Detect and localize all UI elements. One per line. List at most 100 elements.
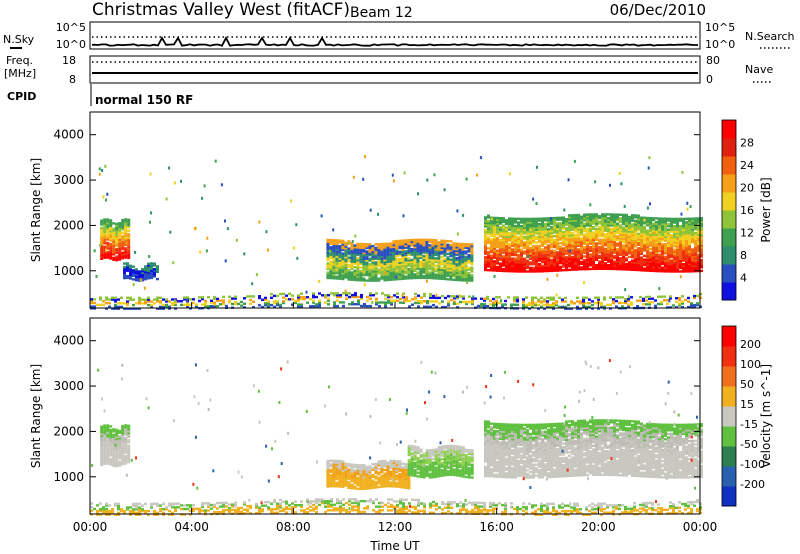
echo-cell <box>437 469 441 472</box>
echo-cell <box>417 305 420 308</box>
echo-cell <box>363 303 366 306</box>
echo-cell <box>350 485 354 488</box>
echo-cell <box>386 481 390 484</box>
echo-cell <box>440 248 444 251</box>
echo-cell <box>493 251 496 254</box>
echo-cell <box>627 299 630 303</box>
echo-cell <box>592 258 595 261</box>
echo-cell <box>350 242 354 245</box>
echo-cell <box>419 468 423 471</box>
echo-cell <box>374 270 378 273</box>
echo-cell <box>356 482 360 485</box>
echo-cell <box>586 244 589 247</box>
echo-cell <box>100 223 104 226</box>
echo-cell <box>446 274 450 277</box>
echo-cell <box>413 445 417 448</box>
echo-cell <box>688 257 691 260</box>
echo-cell <box>559 238 562 241</box>
echo-cell <box>273 302 276 305</box>
echo-cell <box>664 235 667 239</box>
echo-cell <box>487 263 490 266</box>
echo-cell <box>410 465 414 468</box>
echo-cell <box>508 253 511 257</box>
echo-cell <box>428 467 432 470</box>
echo-cell <box>510 303 513 306</box>
echo-cell <box>362 471 366 474</box>
echo-cell <box>300 305 303 308</box>
echo-cell <box>449 272 453 276</box>
echo-cell <box>103 247 107 250</box>
echo-cell <box>407 244 411 247</box>
echo-cell <box>121 228 125 231</box>
echo-cell <box>461 266 465 269</box>
echo-cell <box>511 248 514 251</box>
echo-cell <box>676 261 679 264</box>
echo-cell <box>153 262 156 265</box>
echo-cell <box>106 241 110 245</box>
echo-cell <box>601 242 604 245</box>
echo-cell <box>440 461 444 465</box>
echo-cell <box>631 245 634 248</box>
echo-cell <box>655 233 658 236</box>
echo-cell <box>404 250 408 253</box>
echo-cell <box>437 273 441 277</box>
echo-cell <box>601 222 604 225</box>
echo-cell <box>574 224 577 228</box>
echo-cell <box>613 220 616 223</box>
echo-cell <box>399 297 402 301</box>
echo-cell <box>443 267 447 270</box>
echo-cell <box>431 452 435 455</box>
echo-cell <box>694 257 697 260</box>
echo-cell <box>210 299 213 302</box>
echo-cell <box>694 246 697 249</box>
echo-cell <box>489 299 492 302</box>
echo-cell <box>395 270 399 274</box>
echo-cell <box>429 305 432 308</box>
echo-cell <box>392 465 396 468</box>
echo-cell <box>109 242 113 246</box>
echo-cell <box>464 270 468 273</box>
echo-cell <box>413 273 417 276</box>
echo-cell <box>374 263 378 266</box>
echo-cell <box>449 453 453 457</box>
echo-cell <box>622 259 625 262</box>
echo-cell <box>670 266 673 270</box>
echo-cell <box>428 449 432 452</box>
echo-cell <box>100 243 104 246</box>
echo-cell <box>118 438 122 442</box>
echo-cell <box>544 235 547 238</box>
echo-cell <box>112 448 116 451</box>
echo-cell <box>452 255 456 258</box>
echo-cell <box>461 262 465 266</box>
echo-cell <box>670 248 673 251</box>
echo-cell <box>547 266 550 269</box>
echo-cell <box>562 232 565 236</box>
echo-cell <box>389 256 393 260</box>
echo-cell <box>574 261 577 264</box>
echo-cell <box>628 223 631 226</box>
echo-cell <box>467 257 471 260</box>
echo-cell <box>532 230 535 233</box>
echo-cell <box>422 269 426 272</box>
echo-cell <box>640 225 643 228</box>
echo-cell <box>490 258 493 261</box>
echo-cell <box>103 433 107 436</box>
echo-cell <box>326 240 330 243</box>
echo-cell <box>679 259 682 262</box>
echo-cell <box>341 259 345 262</box>
echo-cell <box>517 253 520 257</box>
echo-cell <box>586 237 589 240</box>
echo-cell <box>297 299 300 303</box>
echo-cell <box>419 455 423 459</box>
echo-cell <box>335 264 339 267</box>
echo-cell <box>511 221 514 224</box>
echo-cell <box>449 263 453 267</box>
echo-speck <box>624 288 627 292</box>
echo-cell <box>297 298 300 301</box>
echo-cell <box>601 227 604 231</box>
echo-cell <box>362 485 366 489</box>
echo-cell <box>393 294 396 297</box>
echo-cell <box>553 260 556 263</box>
echo-cell <box>693 296 696 300</box>
echo-cell <box>362 253 366 257</box>
